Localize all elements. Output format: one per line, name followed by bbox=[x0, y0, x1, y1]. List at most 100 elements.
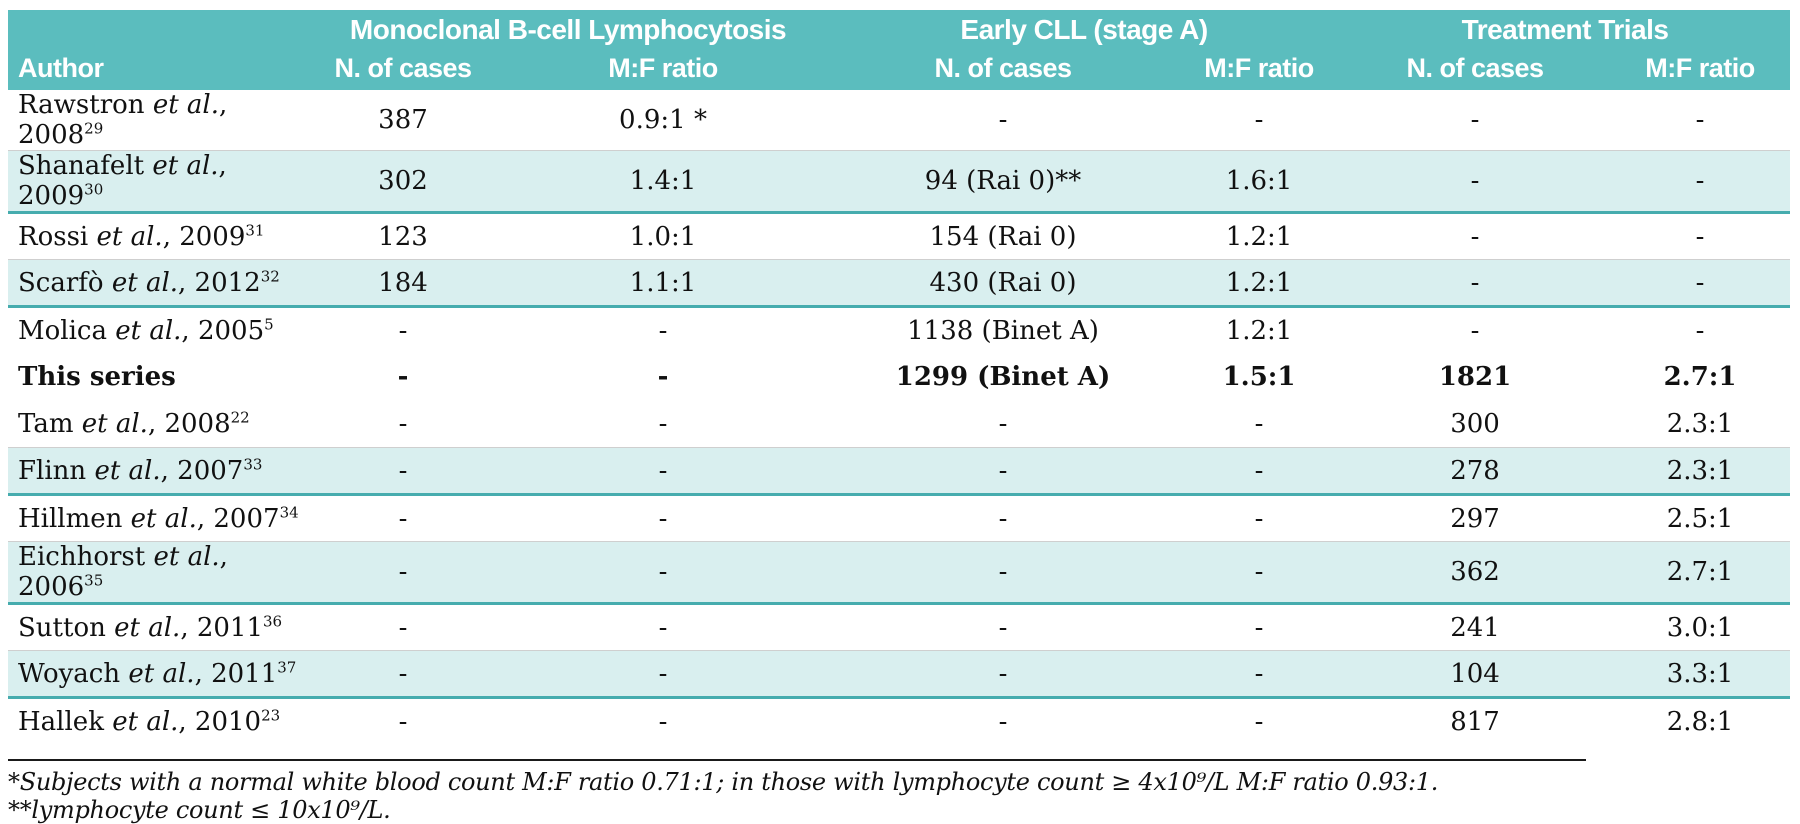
cell-tt-ratio: 2.7:1 bbox=[1666, 557, 1734, 587]
cell-early-ratio: - bbox=[1254, 503, 1264, 534]
cell-tt-cases: 297 bbox=[1450, 503, 1500, 534]
cell-early-ratio: - bbox=[1254, 706, 1264, 737]
cell-tt-ratio: 2.3:1 bbox=[1666, 408, 1734, 439]
table-row: Woyach et al., 201137 - - - - 104 3.3:1 bbox=[8, 650, 1791, 698]
cell-tt-cases: 362 bbox=[1450, 557, 1500, 587]
cell-early-cases: - bbox=[998, 503, 1008, 534]
study-table-container: Monoclonal B-cell Lymphocytosis Early CL… bbox=[8, 10, 1791, 824]
cell-tt-ratio: - bbox=[1695, 166, 1705, 196]
cell-tt-ratio: - bbox=[1695, 105, 1705, 135]
col-header-early-cases: N. of cases bbox=[828, 46, 1179, 90]
cell-mbl-ratio: - bbox=[658, 503, 668, 534]
col-header-mbl-ratio: M:F ratio bbox=[498, 46, 829, 90]
reference-superscript: 5 bbox=[264, 315, 274, 334]
reference-superscript: 29 bbox=[84, 119, 104, 138]
table-header: Monoclonal B-cell Lymphocytosis Early CL… bbox=[8, 10, 1791, 90]
author-cell: Hillmen et al., 200734 bbox=[18, 502, 299, 534]
author-cell: Flinn et al., 200733 bbox=[18, 454, 263, 486]
cell-tt-cases: - bbox=[1470, 166, 1480, 196]
table-row: Flinn et al., 200733 - - - - 278 2.3:1 bbox=[8, 447, 1791, 495]
author-cell: Hallek et al., 201023 bbox=[18, 706, 281, 737]
cell-tt-cases: 241 bbox=[1450, 612, 1500, 643]
table-row: Hillmen et al., 200734 - - - - 297 2.5:1 bbox=[8, 495, 1790, 542]
cell-early-ratio: 1.2:1 bbox=[1225, 315, 1293, 346]
cell-early-cases: 1299 (Binet A) bbox=[895, 362, 1111, 392]
table-row: Shanafelt et al., 200930 302 1.4:1 94 (R… bbox=[8, 150, 1791, 213]
author-cell: Scarfò et al., 201232 bbox=[18, 266, 280, 298]
col-header-early-ratio: M:F ratio bbox=[1178, 46, 1341, 90]
header-label-row: Author N. of cases M:F ratio N. of cases… bbox=[8, 46, 1791, 90]
reference-superscript: 34 bbox=[279, 502, 299, 521]
cell-tt-ratio: 2.5:1 bbox=[1666, 503, 1734, 534]
table-body: Rawstron et al., 200829 387 0.9:1 * - - … bbox=[8, 90, 1791, 745]
cell-tt-ratio: 2.7:1 bbox=[1663, 362, 1737, 392]
study-comparison-table: Monoclonal B-cell Lymphocytosis Early CL… bbox=[8, 10, 1791, 745]
cell-tt-cases: - bbox=[1470, 315, 1480, 346]
cell-early-cases: 154 (Rai 0) bbox=[929, 221, 1077, 252]
author-cell: Sutton et al., 201136 bbox=[18, 611, 283, 643]
group-header-early-cll: Early CLL (stage A) bbox=[828, 10, 1341, 46]
cell-mbl-ratio: - bbox=[658, 658, 668, 689]
cell-early-ratio: 1.2:1 bbox=[1225, 267, 1293, 298]
cell-tt-ratio: - bbox=[1695, 315, 1705, 346]
cell-mbl-cases: 387 bbox=[378, 105, 428, 135]
cell-mbl-ratio: - bbox=[658, 612, 668, 643]
cell-tt-ratio: - bbox=[1695, 267, 1705, 298]
cell-early-ratio: - bbox=[1254, 612, 1264, 643]
table-row: Rossi et al., 200931 123 1.0:1 154 (Rai … bbox=[8, 213, 1790, 260]
reference-superscript: 23 bbox=[261, 706, 281, 725]
header-group-row: Monoclonal B-cell Lymphocytosis Early CL… bbox=[8, 10, 1791, 46]
cell-tt-cases: 278 bbox=[1450, 455, 1500, 486]
author-cell: This series bbox=[18, 362, 176, 392]
cell-mbl-cases: - bbox=[398, 455, 408, 486]
table-footnote: *Subjects with a normal white blood coun… bbox=[8, 758, 1586, 824]
table-row: Hallek et al., 201023 - - - - 817 2.8:1 bbox=[8, 698, 1790, 745]
table-row: Tam et al., 200822 - - - - 300 2.3:1 bbox=[8, 401, 1790, 448]
cell-mbl-ratio: - bbox=[658, 315, 668, 346]
cell-mbl-ratio: 0.9:1 * bbox=[619, 105, 707, 135]
cell-mbl-ratio: - bbox=[657, 362, 669, 392]
cell-early-ratio: - bbox=[1254, 455, 1264, 486]
cell-tt-ratio: 2.3:1 bbox=[1666, 455, 1734, 486]
cell-mbl-ratio: 1.1:1 bbox=[629, 267, 697, 298]
author-cell: Woyach et al., 201137 bbox=[18, 657, 297, 689]
cell-mbl-ratio: - bbox=[658, 455, 668, 486]
cell-early-ratio: - bbox=[1254, 658, 1264, 689]
cell-tt-cases: 104 bbox=[1450, 658, 1500, 689]
reference-superscript: 35 bbox=[84, 571, 104, 590]
reference-superscript: 22 bbox=[230, 408, 250, 427]
author-cell: Molica et al., 20055 bbox=[18, 315, 274, 346]
cell-early-ratio: 1.6:1 bbox=[1225, 166, 1293, 196]
cell-mbl-cases: - bbox=[398, 706, 408, 737]
cell-early-ratio: - bbox=[1254, 408, 1264, 439]
cell-mbl-cases: - bbox=[398, 315, 408, 346]
cell-mbl-cases: - bbox=[398, 658, 408, 689]
cell-mbl-cases: - bbox=[398, 503, 408, 534]
cell-early-cases: 94 (Rai 0)** bbox=[924, 166, 1082, 196]
cell-early-ratio: - bbox=[1254, 557, 1264, 587]
cell-mbl-cases: 184 bbox=[378, 267, 428, 298]
group-header-mbl: Monoclonal B-cell Lymphocytosis bbox=[308, 10, 829, 46]
cell-tt-ratio: 2.8:1 bbox=[1666, 706, 1734, 737]
cell-mbl-cases: - bbox=[398, 612, 408, 643]
cell-tt-cases: - bbox=[1470, 221, 1480, 252]
cell-early-cases: - bbox=[998, 408, 1008, 439]
cell-early-ratio: 1.5:1 bbox=[1222, 362, 1296, 392]
cell-tt-cases: - bbox=[1470, 105, 1480, 135]
author-cell: Tam et al., 200822 bbox=[18, 408, 250, 439]
cell-early-ratio: 1.2:1 bbox=[1225, 221, 1293, 252]
author-cell: Shanafelt et al., 200930 bbox=[18, 151, 227, 211]
header-corner-cell bbox=[8, 10, 308, 46]
cell-mbl-cases: - bbox=[397, 362, 409, 392]
cell-early-cases: - bbox=[998, 105, 1008, 135]
author-cell: Rossi et al., 200931 bbox=[18, 220, 265, 252]
cell-mbl-ratio: - bbox=[658, 408, 668, 439]
cell-mbl-cases: 123 bbox=[378, 221, 428, 252]
group-header-treatment-trials: Treatment Trials bbox=[1340, 10, 1791, 46]
cell-mbl-cases: 302 bbox=[378, 166, 428, 196]
cell-mbl-cases: - bbox=[398, 408, 408, 439]
table-row: Scarfò et al., 201232 184 1.1:1 430 (Rai… bbox=[8, 259, 1791, 307]
col-header-mbl-cases: N. of cases bbox=[308, 46, 498, 90]
cell-mbl-ratio: 1.0:1 bbox=[629, 221, 697, 252]
col-header-tt-ratio: M:F ratio bbox=[1610, 46, 1791, 90]
